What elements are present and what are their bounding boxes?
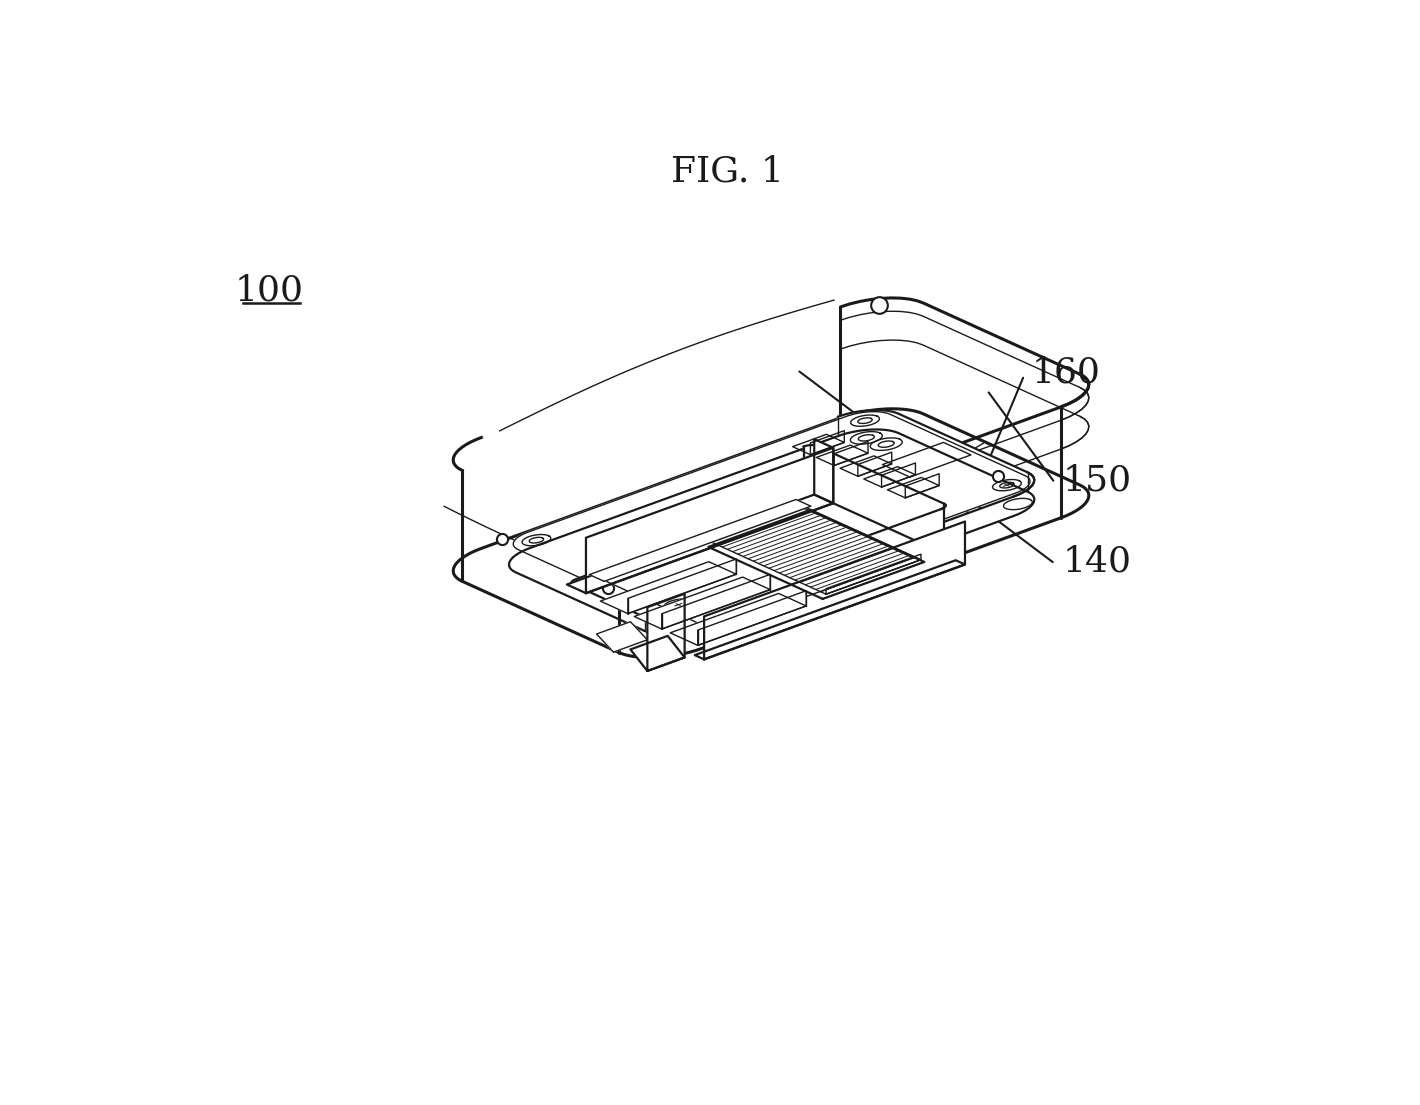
Text: 140: 140 bbox=[1062, 545, 1132, 579]
Polygon shape bbox=[670, 593, 807, 645]
Polygon shape bbox=[628, 559, 737, 613]
Polygon shape bbox=[453, 409, 1089, 657]
Polygon shape bbox=[596, 622, 648, 652]
Polygon shape bbox=[700, 504, 946, 643]
Polygon shape bbox=[567, 495, 834, 593]
Polygon shape bbox=[804, 445, 946, 559]
Polygon shape bbox=[694, 560, 966, 660]
Polygon shape bbox=[604, 508, 913, 630]
Text: 100: 100 bbox=[236, 273, 304, 307]
Polygon shape bbox=[841, 298, 1089, 518]
Text: FIG. 1: FIG. 1 bbox=[672, 154, 784, 188]
Polygon shape bbox=[704, 522, 966, 660]
Polygon shape bbox=[697, 591, 807, 645]
Polygon shape bbox=[635, 577, 770, 629]
Polygon shape bbox=[826, 555, 922, 594]
Polygon shape bbox=[586, 448, 834, 593]
Polygon shape bbox=[571, 495, 946, 643]
Polygon shape bbox=[630, 635, 684, 671]
Polygon shape bbox=[662, 575, 770, 629]
Polygon shape bbox=[619, 375, 1089, 657]
Polygon shape bbox=[711, 507, 922, 594]
Polygon shape bbox=[513, 412, 1030, 613]
Polygon shape bbox=[645, 473, 1034, 634]
Text: 160: 160 bbox=[1032, 356, 1100, 390]
Polygon shape bbox=[838, 410, 1034, 516]
Polygon shape bbox=[601, 561, 737, 613]
Polygon shape bbox=[589, 499, 811, 581]
Polygon shape bbox=[814, 439, 834, 503]
Text: 150: 150 bbox=[1062, 464, 1132, 497]
Polygon shape bbox=[648, 593, 684, 671]
